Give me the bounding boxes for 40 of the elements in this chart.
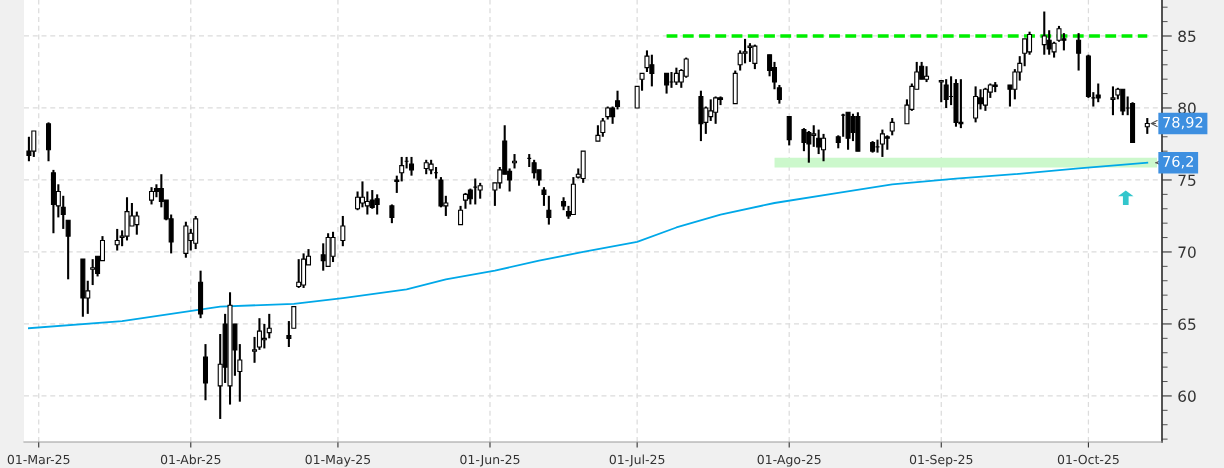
candlestick [399,155,405,183]
candlestick [1076,32,1082,72]
x-tick-label: 01-May-25 [305,454,371,467]
candlestick [973,85,979,124]
y-tick-label: 60 [1178,390,1196,402]
y-tick-label: 70 [1178,246,1196,258]
candlestick [938,79,944,104]
y-tick-label: 65 [1178,318,1196,330]
candlestick [408,155,415,177]
x-tick-label: 01-Sep-25 [909,454,973,467]
y-tick-label: 75 [1178,174,1196,186]
candlestick [816,128,822,156]
candlestick [1110,85,1116,117]
candlestick [546,194,552,226]
line-series [28,161,1149,330]
y-tick-label: 85 [1178,30,1196,43]
x-tick-label: 01-Ago-25 [757,454,821,467]
candlestick [1022,37,1028,68]
candlestick [389,203,395,225]
candlestick [90,258,96,287]
candlestick [340,214,346,248]
x-tick-label: 01-Jul-25 [609,454,665,467]
candlestick [458,204,464,226]
candlestick [374,193,380,216]
candlestick [664,72,670,95]
candlestick [330,230,336,264]
candlestick [60,194,66,230]
x-tick-label: 01-Oct-25 [1057,454,1119,465]
candlestick [786,115,792,147]
annotation: 78,92 [1163,116,1203,130]
candlestick [266,312,272,340]
x-tick-label: 01-Abr-25 [160,454,221,465]
x-tick-label: 01-Jun-25 [460,454,520,467]
annotation: 76,2 [1163,155,1194,169]
candlestick [541,186,547,207]
candlestick [65,219,71,281]
candlestick [1095,82,1101,104]
candlestick [943,78,949,110]
candlestick [296,258,302,289]
x-tick-label: 01-Mar-25 [7,454,70,465]
